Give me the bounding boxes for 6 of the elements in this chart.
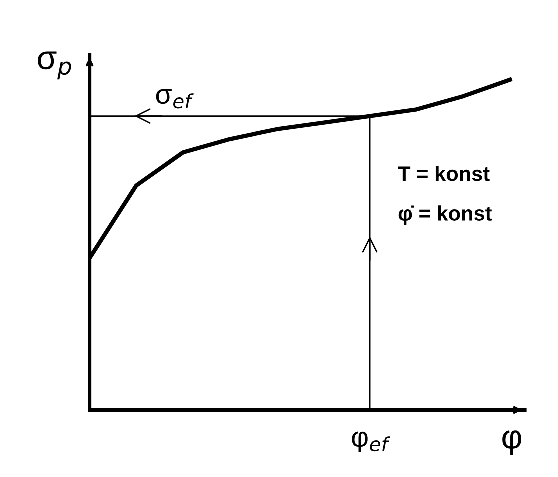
annotation: T = konst	[398, 166, 490, 182]
ref-line-label: σ$_{ef}$	[156, 89, 194, 109]
annotation: φ̇ = konst	[398, 206, 492, 226]
x-axis-title: φ	[502, 430, 522, 456]
y-axis-title: σ$_{p}$	[38, 52, 72, 80]
text: φ$_{ef}$	[352, 432, 391, 453]
